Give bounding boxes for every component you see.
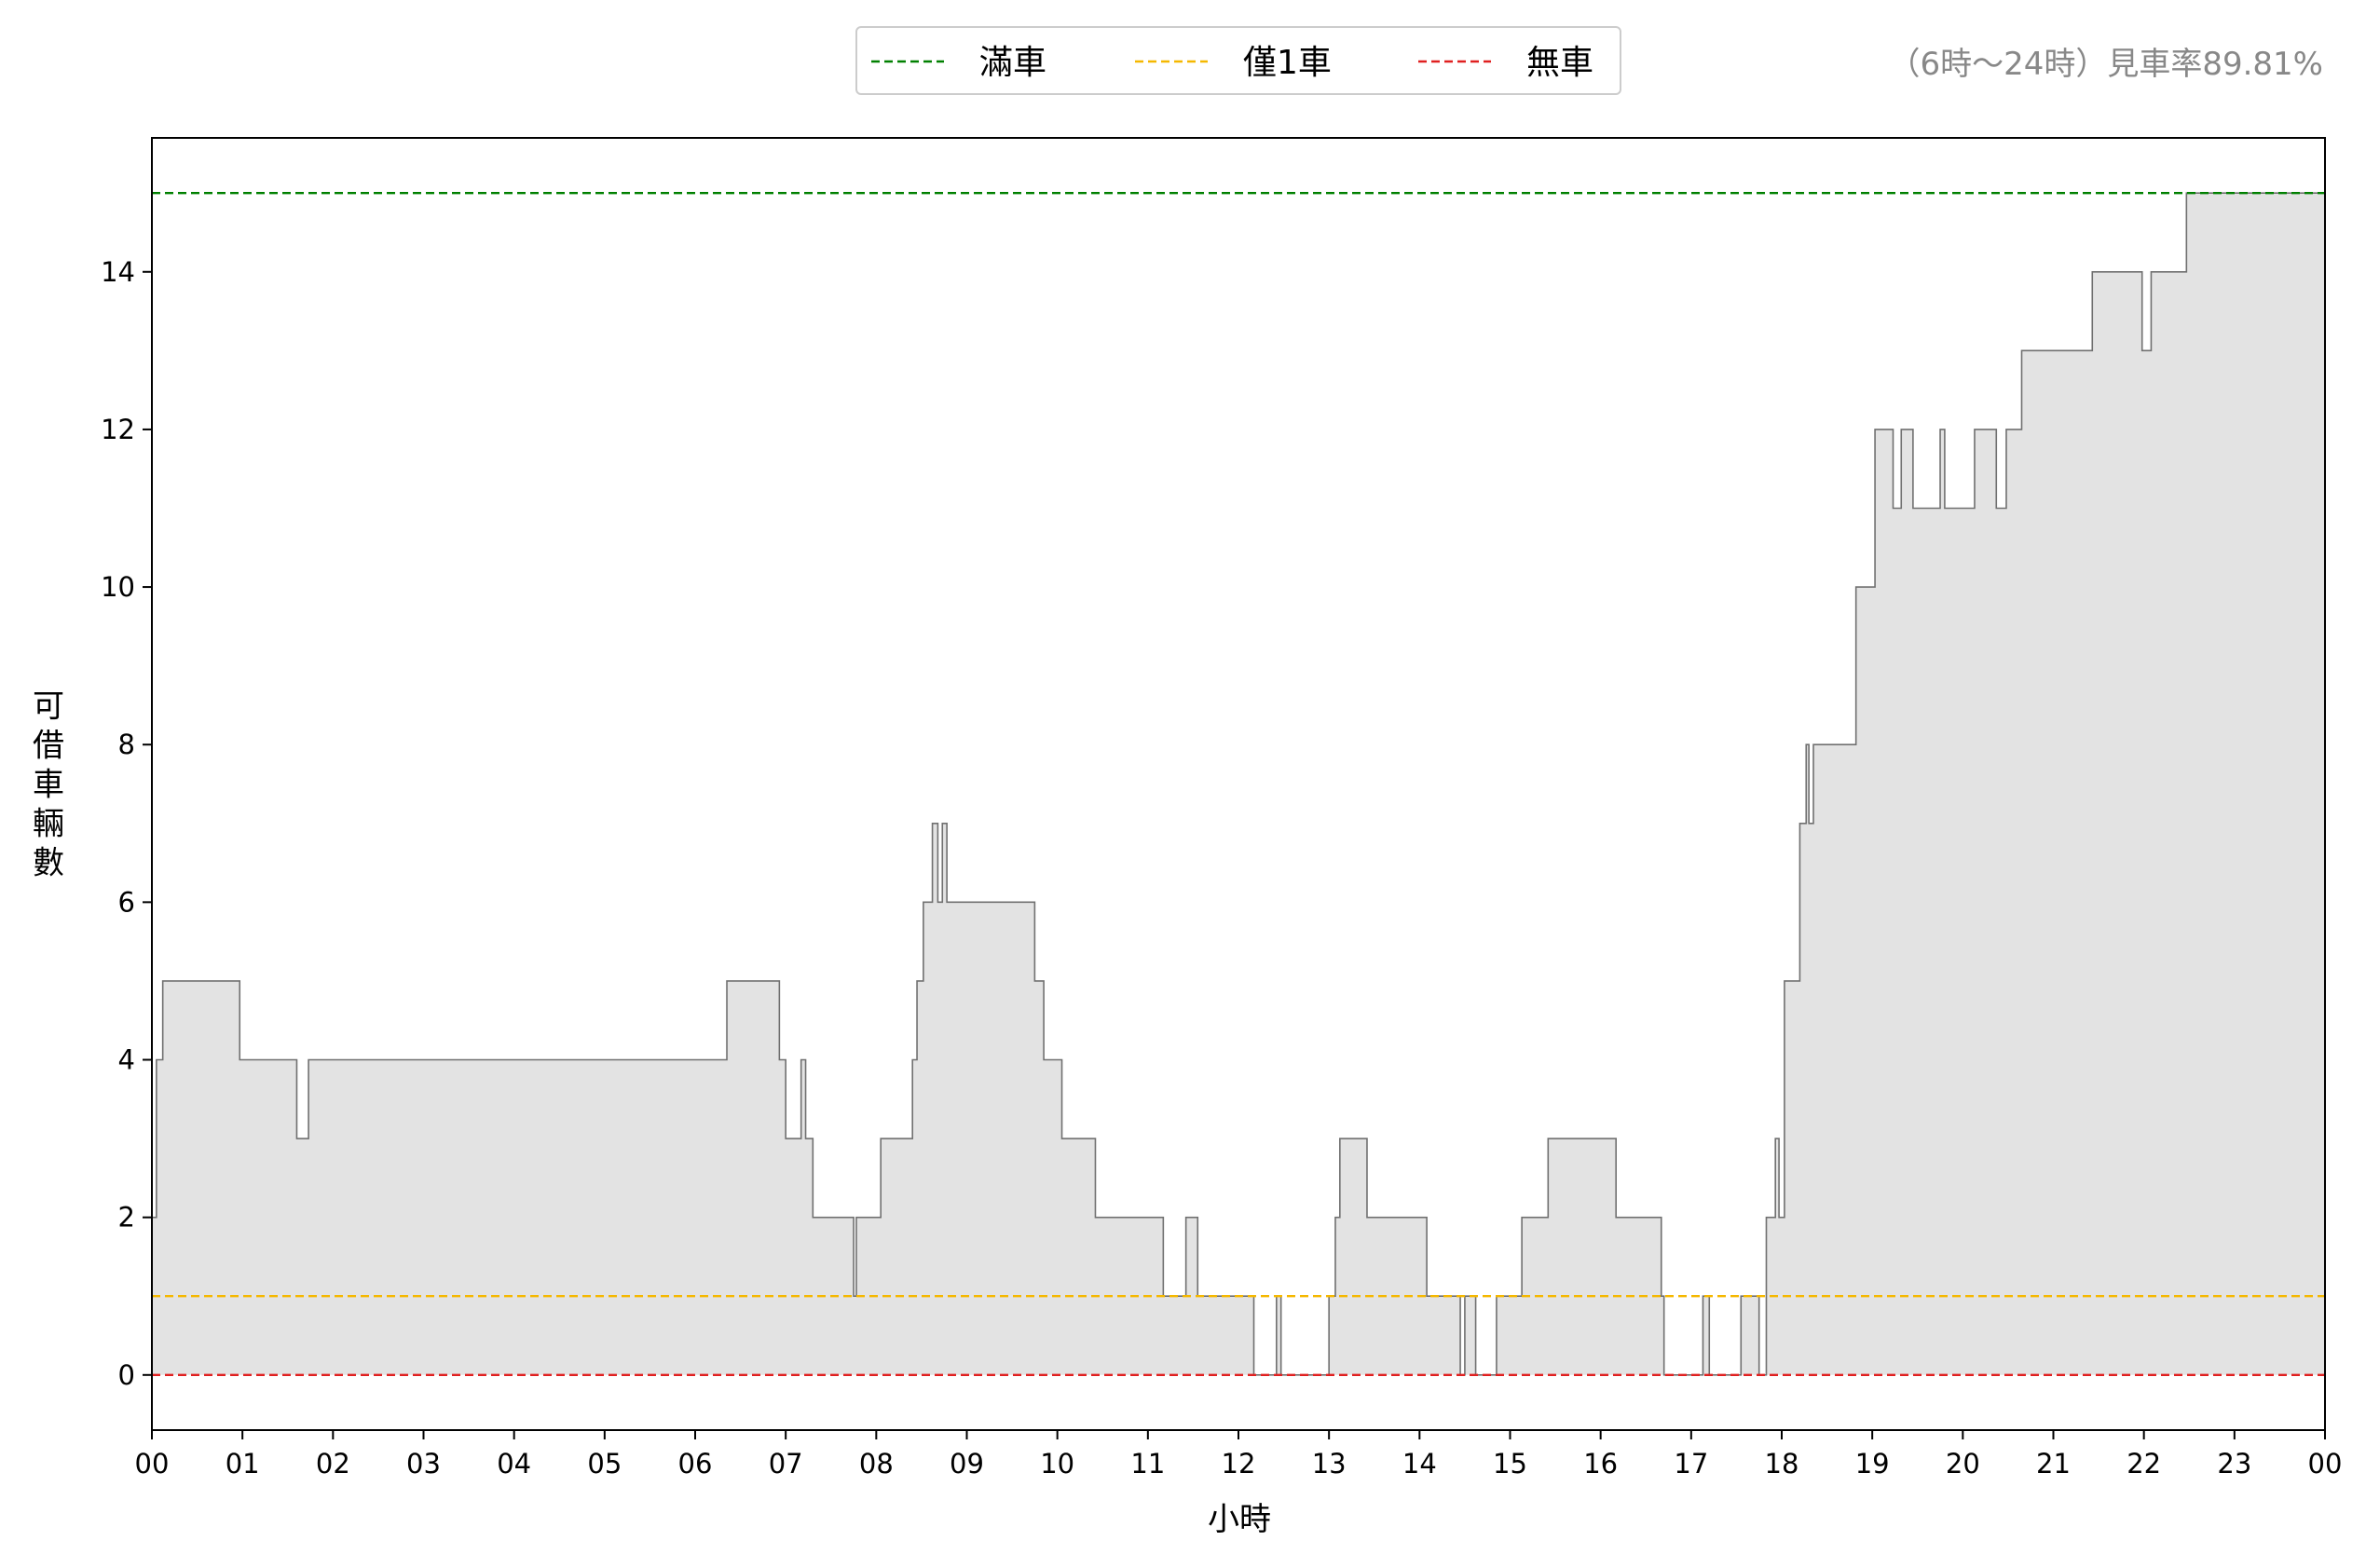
x-tick-label: 10 — [1040, 1448, 1074, 1479]
y-tick-label: 12 — [101, 414, 135, 445]
y-tick-label: 10 — [101, 571, 135, 603]
reference-lines — [152, 192, 2325, 1376]
legend-label-0: 滿車 — [979, 44, 1046, 82]
x-axis-title: 小時 — [1208, 1501, 1271, 1538]
x-tick-label: 18 — [1765, 1448, 1799, 1479]
availability-area — [152, 193, 2325, 1375]
x-tick-label: 13 — [1312, 1448, 1347, 1479]
legend-label-2: 無車 — [1526, 44, 1593, 82]
x-tick-label: 16 — [1583, 1448, 1618, 1479]
availability-rate-annotation: （6時～24時）見車率89.81% — [1888, 46, 2323, 83]
y-axis: 0 2 4 6 8 10 12 14 — [101, 256, 152, 1391]
y-tick-label: 6 — [118, 886, 135, 918]
x-tick-label: 03 — [406, 1448, 441, 1479]
x-tick-label: 04 — [497, 1448, 531, 1479]
y-axis-title-char: 借 — [33, 728, 64, 765]
x-tick-label: 17 — [1674, 1448, 1708, 1479]
x-tick-label: 09 — [950, 1448, 984, 1479]
y-tick-label: 8 — [118, 729, 135, 760]
y-axis-title-char: 數 — [33, 845, 64, 882]
y-tick-label: 4 — [118, 1044, 135, 1076]
x-tick-label: 19 — [1855, 1448, 1890, 1479]
y-tick-label: 2 — [118, 1202, 135, 1234]
x-tick-label: 00 — [2308, 1448, 2343, 1479]
x-tick-label: 20 — [1946, 1448, 1980, 1479]
y-tick-label: 0 — [118, 1359, 135, 1391]
x-tick-label: 15 — [1493, 1448, 1527, 1479]
y-axis-title-char: 可 — [33, 689, 64, 726]
x-tick-label: 21 — [2036, 1448, 2071, 1479]
x-tick-label: 08 — [859, 1448, 894, 1479]
x-axis: 00 01 02 03 04 05 06 07 08 09 10 11 12 13 14 15 16 17 18 19… — [135, 1430, 2343, 1479]
legend-label-1: 僅1車 — [1243, 44, 1332, 82]
x-tick-label: 12 — [1222, 1448, 1256, 1479]
x-tick-label: 06 — [678, 1448, 713, 1479]
y-axis-title: 可借車輛數 — [33, 689, 64, 882]
x-tick-label: 23 — [2217, 1448, 2251, 1479]
y-axis-title-char: 車 — [33, 767, 64, 804]
x-tick-label: 22 — [2127, 1448, 2161, 1479]
y-axis-title-char: 輛 — [33, 806, 64, 843]
x-tick-label: 14 — [1402, 1448, 1437, 1479]
x-tick-label: 11 — [1130, 1448, 1165, 1479]
y-tick-label: 14 — [101, 256, 135, 288]
x-tick-label: 02 — [316, 1448, 350, 1479]
legend: 滿車 僅1車 無車 — [855, 26, 1621, 95]
x-tick-label: 01 — [226, 1448, 260, 1479]
x-tick-label: 07 — [769, 1448, 803, 1479]
x-tick-label: 00 — [135, 1448, 170, 1479]
legend-frame — [855, 26, 1621, 95]
x-tick-label: 05 — [587, 1448, 622, 1479]
